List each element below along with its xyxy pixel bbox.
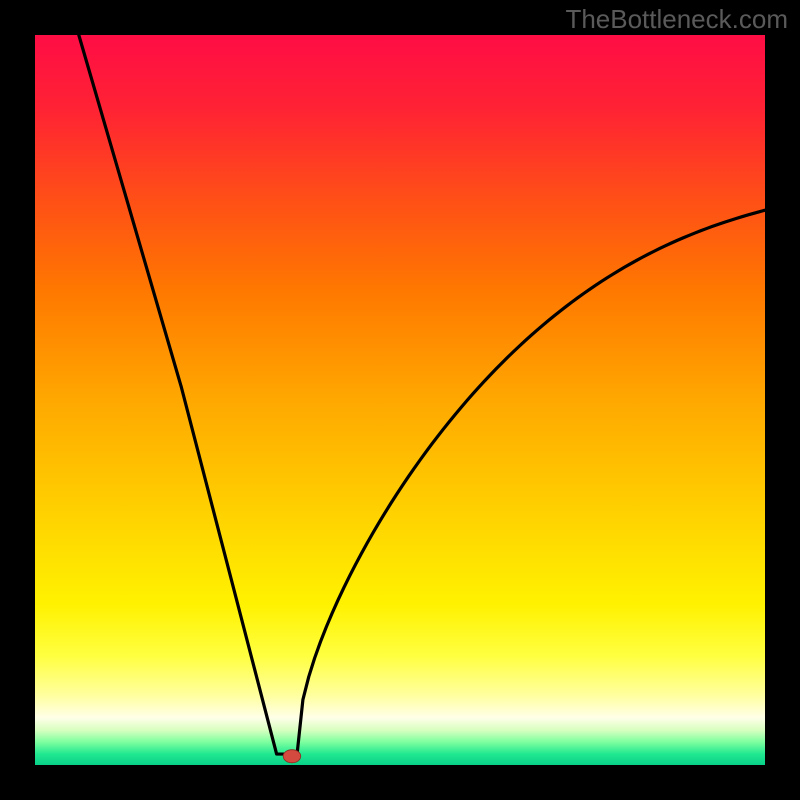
watermark-text: TheBottleneck.com	[565, 4, 788, 35]
optimal-point-marker	[283, 750, 301, 763]
bottleneck-chart	[0, 0, 800, 800]
plot-background	[35, 35, 765, 765]
